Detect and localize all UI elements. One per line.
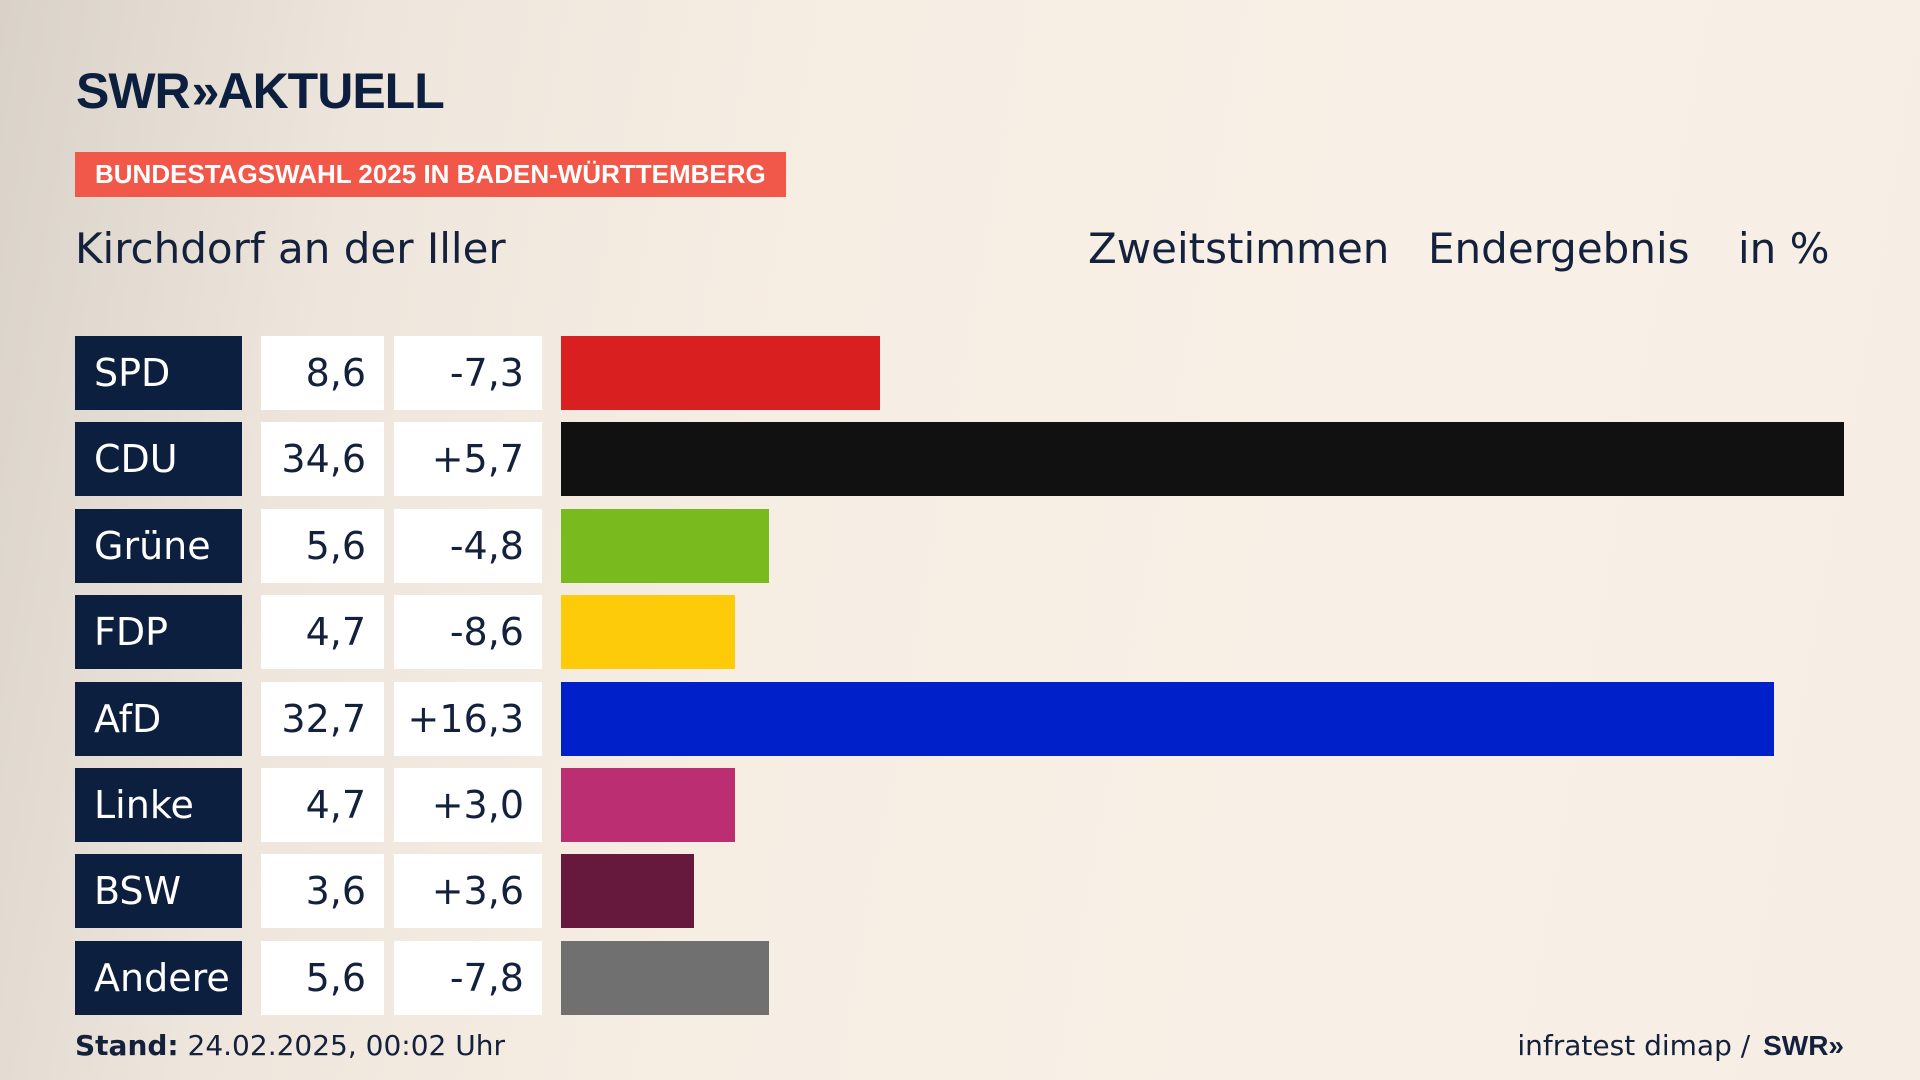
- change-label-andere: -7,8: [394, 941, 542, 1015]
- change-label-gruene: -4,8: [394, 509, 542, 583]
- party-label-spd: SPD: [75, 336, 242, 410]
- place-title: Kirchdorf an der Iller: [75, 224, 506, 273]
- value-label-spd: 8,6: [261, 336, 384, 410]
- election-banner: BUNDESTAGSWAHL 2025 IN BADEN-WÜRTTEMBERG: [75, 152, 786, 197]
- party-label-gruene: Grüne: [75, 509, 242, 583]
- swr-aktuell-logo: SWR» AKTUELL: [76, 63, 445, 119]
- change-label-linke: +3,0: [394, 768, 542, 842]
- logo-swr: SWR: [76, 63, 191, 119]
- result-type-label: Endergebnis: [1428, 224, 1690, 273]
- logo-aktuell: AKTUELL: [217, 63, 444, 119]
- value-label-linke: 4,7: [261, 768, 384, 842]
- bar-afd: [561, 682, 1774, 756]
- party-label-bsw: BSW: [75, 854, 242, 928]
- value-label-gruene: 5,6: [261, 509, 384, 583]
- source-credit: infratest dimap / SWR»: [1517, 1028, 1844, 1064]
- source-swr-text: SWR: [1763, 1030, 1829, 1061]
- bar-gruene: [561, 509, 769, 583]
- bar-spd: [561, 336, 880, 410]
- value-label-andere: 5,6: [261, 941, 384, 1015]
- value-label-bsw: 3,6: [261, 854, 384, 928]
- value-label-cdu: 34,6: [261, 422, 384, 496]
- change-label-fdp: -8,6: [394, 595, 542, 669]
- value-label-fdp: 4,7: [261, 595, 384, 669]
- timestamp: Stand: 24.02.2025, 00:02 Uhr: [75, 1028, 505, 1064]
- value-label-afd: 32,7: [261, 682, 384, 756]
- change-label-bsw: +3,6: [394, 854, 542, 928]
- change-label-afd: +16,3: [394, 682, 542, 756]
- source-chevrons-icon: »: [1828, 1030, 1844, 1061]
- party-label-linke: Linke: [75, 768, 242, 842]
- change-label-cdu: +5,7: [394, 422, 542, 496]
- stand-value: 24.02.2025, 00:02 Uhr: [187, 1029, 505, 1062]
- unit-label: in %: [1738, 224, 1830, 273]
- bar-cdu: [561, 422, 1844, 496]
- vote-type-label: Zweitstimmen: [1088, 224, 1390, 273]
- party-label-fdp: FDP: [75, 595, 242, 669]
- party-label-cdu: CDU: [75, 422, 242, 496]
- party-label-andere: Andere: [75, 941, 242, 1015]
- source-text: infratest dimap /: [1517, 1029, 1751, 1062]
- bar-andere: [561, 941, 769, 1015]
- stand-label: Stand:: [75, 1029, 179, 1062]
- bar-fdp: [561, 595, 735, 669]
- source-swr-logo: SWR»: [1763, 1030, 1844, 1061]
- change-label-spd: -7,3: [394, 336, 542, 410]
- bar-bsw: [561, 854, 694, 928]
- bar-linke: [561, 768, 735, 842]
- party-label-afd: AfD: [75, 682, 242, 756]
